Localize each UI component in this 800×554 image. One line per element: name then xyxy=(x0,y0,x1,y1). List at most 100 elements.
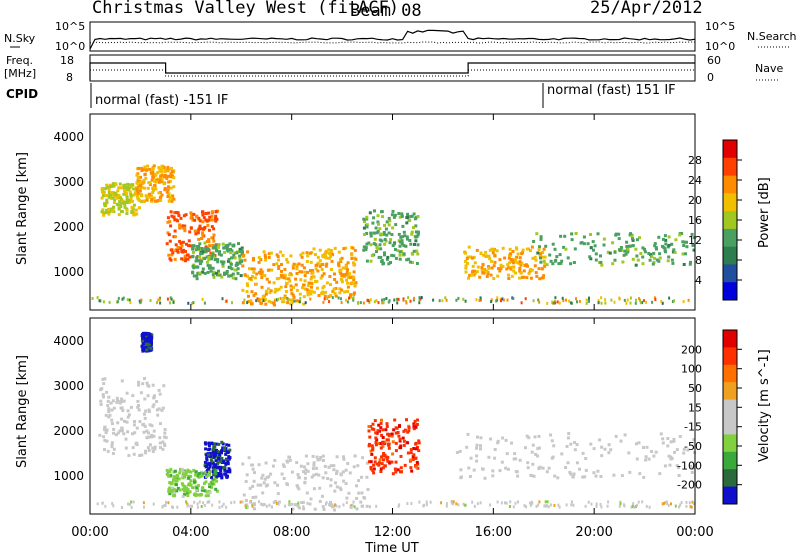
scatter-patch-b-cell xyxy=(150,198,154,201)
scatter-patch-d-cell xyxy=(225,269,229,273)
scatter-patch-c-cell xyxy=(215,217,219,221)
scatter-patch-d-cell xyxy=(198,242,202,246)
scatter-patch-e-cell xyxy=(264,258,268,262)
ground-scatter-cell xyxy=(475,298,478,302)
vel-patch-e-cell xyxy=(339,472,343,476)
vel-patch-c-cell xyxy=(214,463,217,467)
ground-scatter-cell xyxy=(288,500,291,504)
scatter-patch-i-cell xyxy=(602,243,606,247)
ground-scatter-cell xyxy=(688,501,691,505)
vel-patch-d-cell xyxy=(203,471,207,474)
scatter-patch-f-cell xyxy=(353,263,357,266)
vel-patch-b-cell xyxy=(99,403,103,406)
vel-patch-c-cell xyxy=(214,459,218,463)
vel-patch-e-cell xyxy=(311,467,315,471)
ground-scatter-cell xyxy=(382,301,385,305)
scatter-patch-b-cell xyxy=(157,166,161,170)
vel-patch-e-cell xyxy=(312,473,316,477)
vel-patch-c-cell xyxy=(223,472,227,476)
scatter-patch-i-cell xyxy=(647,252,651,255)
scatter-patch-e-cell xyxy=(273,303,276,307)
scatter-patch-f-cell xyxy=(315,263,319,267)
vel-patch-g-cell xyxy=(607,451,611,455)
vel-patch-g-cell xyxy=(584,468,588,472)
vel-patch-b-cell xyxy=(151,446,155,450)
vel-patch-e-cell xyxy=(282,477,286,480)
vel-patch-b-cell xyxy=(103,448,106,452)
beam-label: Beam 08 xyxy=(350,1,422,21)
ground-scatter-cell xyxy=(127,502,129,506)
scatter-patch-f-cell xyxy=(310,275,314,279)
colorbar-swatch xyxy=(723,193,737,212)
scatter-patch-e-cell xyxy=(245,290,249,294)
scatter-patch-f-cell xyxy=(322,272,326,276)
ground-scatter-cell xyxy=(473,504,476,508)
vel-patch-f-cell xyxy=(372,463,376,467)
ground-scatter-cell xyxy=(537,298,540,302)
vel-patch-f-cell xyxy=(409,466,413,470)
nsearch-label: N.Search xyxy=(747,30,797,43)
scatter-patch-g-cell xyxy=(399,235,403,239)
ground-scatter-cell xyxy=(325,502,327,506)
vel-patch-d-cell xyxy=(196,484,200,488)
vel-patch-g-cell xyxy=(569,442,573,446)
vel-patch-c-cell xyxy=(228,448,232,452)
vel-patch-d-cell xyxy=(172,475,176,479)
colorbar-tick-label: -15 xyxy=(684,421,702,434)
scatter-patch-f-cell xyxy=(337,264,341,268)
ground-scatter-cell xyxy=(96,296,99,300)
ground-scatter-cell xyxy=(200,505,203,508)
vel-patch-b-cell xyxy=(144,409,148,413)
vel-patch-c-cell xyxy=(205,453,209,457)
scatter-patch-h-cell xyxy=(492,277,496,280)
scatter-patch-h-cell xyxy=(519,263,523,267)
scatter-patch-e-cell xyxy=(297,262,301,266)
ground-scatter-cell xyxy=(508,505,511,508)
colorbar-frame xyxy=(722,329,738,505)
vel-patch-b-cell xyxy=(115,396,119,400)
vel-patch-g-cell xyxy=(459,476,463,480)
scatter-patch-c-cell xyxy=(199,227,203,231)
scatter-patch-f-cell xyxy=(352,292,356,296)
scatter-patch-b-cell xyxy=(172,176,176,180)
scatter-patch-i-cell xyxy=(671,250,675,254)
scatter-patch-d-cell xyxy=(201,270,205,274)
vel-patch-e-cell xyxy=(348,471,352,475)
vel-patch-f-cell xyxy=(415,423,419,426)
scatter-patch-g-cell xyxy=(365,242,369,246)
scatter-patch-f-cell xyxy=(352,261,355,265)
scatter-patch-g-cell xyxy=(404,244,408,248)
vel-patch-e-cell xyxy=(260,476,264,480)
colorbar-swatch xyxy=(723,434,737,453)
scatter-patch-g-cell xyxy=(376,220,380,224)
scatter-patch-c-cell xyxy=(198,224,202,228)
vel-patch-e-cell xyxy=(271,464,275,468)
scatter-patch-a-cell xyxy=(112,201,116,204)
vel-patch-e-cell xyxy=(262,481,266,485)
vel-patch-e-cell xyxy=(347,491,351,495)
vel-patch-e-cell xyxy=(329,484,333,488)
vel-patch-g-cell xyxy=(659,432,663,436)
scatter-patch-f-cell xyxy=(331,289,335,293)
ground-scatter-cell xyxy=(388,299,391,303)
scatter-patch-h-cell xyxy=(470,256,474,260)
scatter-patch-c-cell xyxy=(188,255,192,259)
scatter-patch-h-cell xyxy=(495,249,499,253)
vel-patch-c-cell xyxy=(207,453,211,457)
vel-patch-e-cell xyxy=(256,483,260,487)
scatter-patch-h-cell xyxy=(481,263,485,267)
vel-patch-d-cell xyxy=(208,490,212,494)
vel-patch-g-cell xyxy=(600,454,604,458)
ground-scatter-cell xyxy=(298,300,301,304)
scatter-patch-f-cell xyxy=(328,251,332,255)
vel-patch-d-cell xyxy=(173,469,177,473)
vel-patch-c-cell xyxy=(219,473,223,477)
vel-patch-d-cell xyxy=(165,468,169,472)
vel-patch-b-cell xyxy=(143,377,146,380)
vel-patch-f-cell xyxy=(416,418,419,422)
vel-patch-f-cell xyxy=(383,464,387,468)
scatter-patch-g-cell xyxy=(405,216,409,220)
ground-scatter-cell xyxy=(128,298,131,302)
scatter-patch-c-cell xyxy=(177,214,181,217)
vel-patch-g-cell xyxy=(583,475,587,479)
